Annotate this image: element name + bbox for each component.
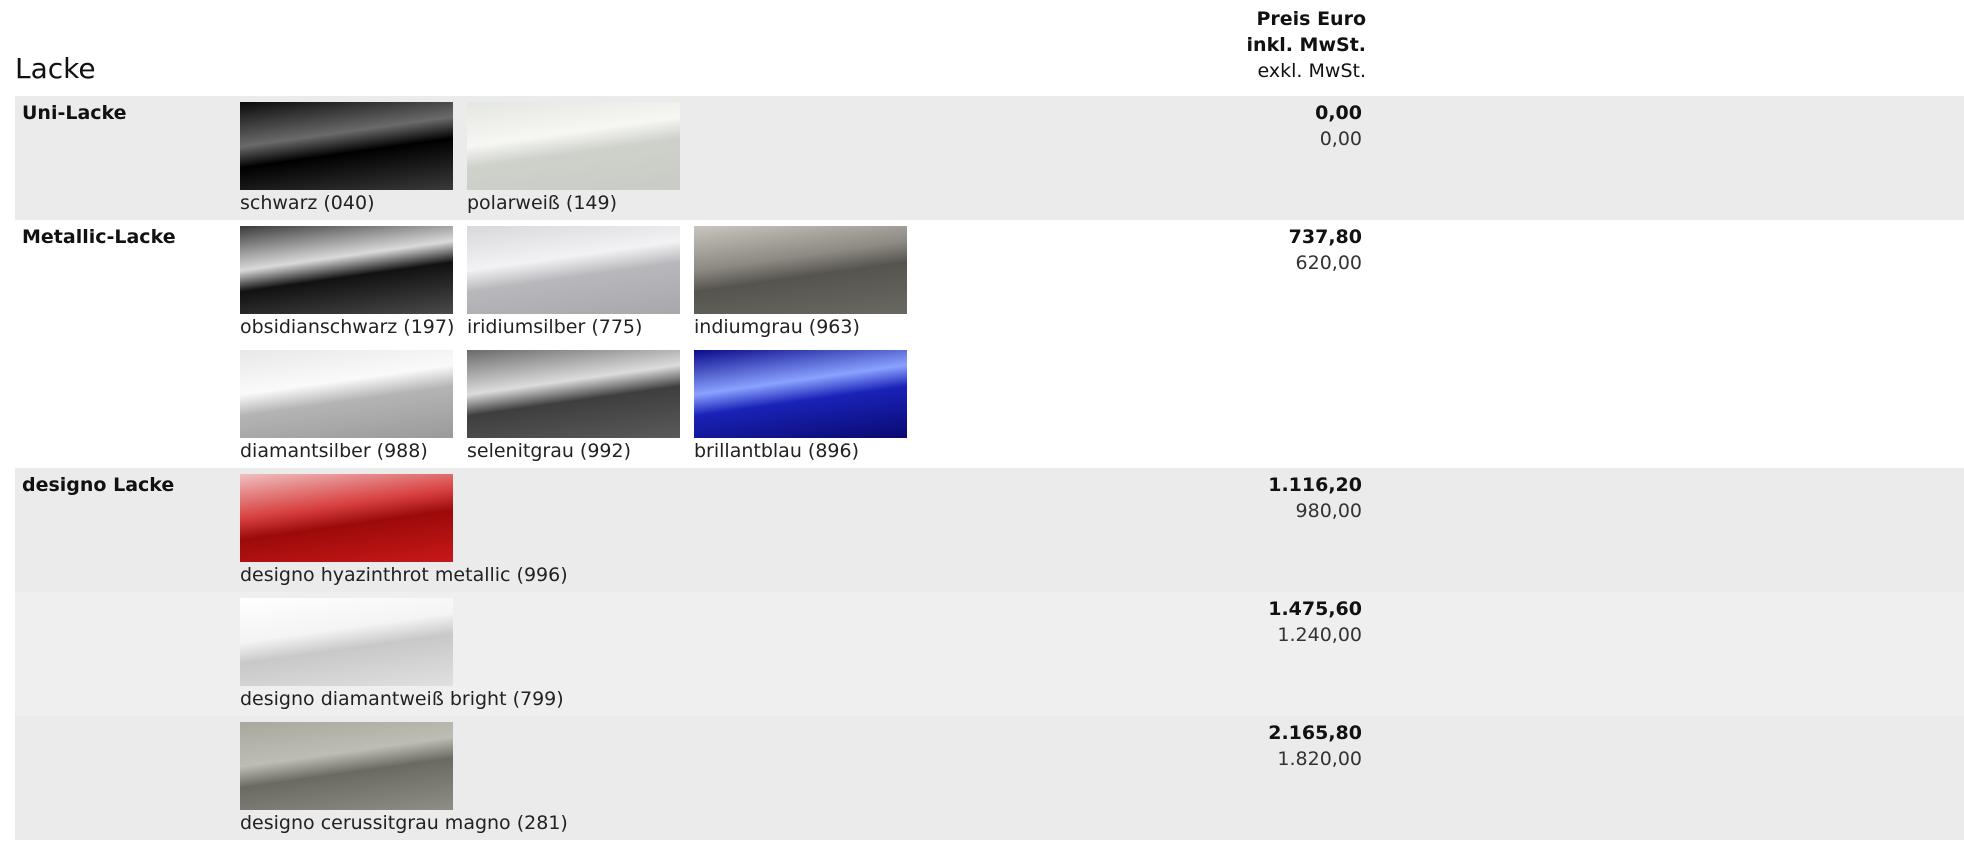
price-incl: 737,80 (1288, 226, 1362, 248)
color-swatch (694, 350, 907, 438)
price-excl: 1.820,00 (1277, 748, 1362, 770)
swatch-label: selenitgrau (992) (467, 440, 632, 462)
price-incl: 1.475,60 (1268, 598, 1362, 620)
swatch-label: brillantblau (896) (694, 440, 859, 462)
price-header: inkl. MwSt. (1246, 34, 1366, 56)
price-excl: 1.240,00 (1277, 624, 1362, 646)
swatch-label: polarweiß (149) (467, 192, 618, 214)
price-excl: 620,00 (1295, 252, 1362, 274)
group-name: designo Lacke (22, 474, 175, 496)
swatch-label: designo diamantweiß bright (799) (240, 688, 564, 710)
color-swatch (467, 350, 680, 438)
swatch-label: obsidianschwarz (197) (240, 316, 455, 338)
swatch-label: designo cerussitgrau magno (281) (240, 812, 568, 834)
swatch-label: designo hyazinthrot metallic (996) (240, 564, 568, 586)
group-name: Metallic-Lacke (22, 226, 176, 248)
color-swatch (467, 226, 680, 314)
color-swatch (240, 226, 453, 314)
price-incl: 1.116,20 (1268, 474, 1362, 496)
group-name: Uni-Lacke (22, 102, 127, 124)
swatch-label: iridiumsilber (775) (467, 316, 643, 338)
swatch-label: indiumgrau (963) (694, 316, 860, 338)
price-header: Preis Euro (1256, 8, 1366, 30)
swatch-label: diamantsilber (988) (240, 440, 428, 462)
color-swatch (240, 598, 453, 686)
price-excl: 980,00 (1295, 500, 1362, 522)
color-swatch (240, 102, 453, 190)
section-title: Lacke (15, 52, 96, 85)
swatch-label: schwarz (040) (240, 192, 375, 214)
price-incl: 2.165,80 (1268, 722, 1362, 744)
color-swatch (240, 722, 453, 810)
price-header: exkl. MwSt. (1257, 60, 1366, 82)
color-swatch (240, 350, 453, 438)
price-incl: 0,00 (1315, 102, 1362, 124)
price-excl: 0,00 (1319, 128, 1362, 150)
color-swatch (694, 226, 907, 314)
color-swatch (240, 474, 453, 562)
color-swatch (467, 102, 680, 190)
